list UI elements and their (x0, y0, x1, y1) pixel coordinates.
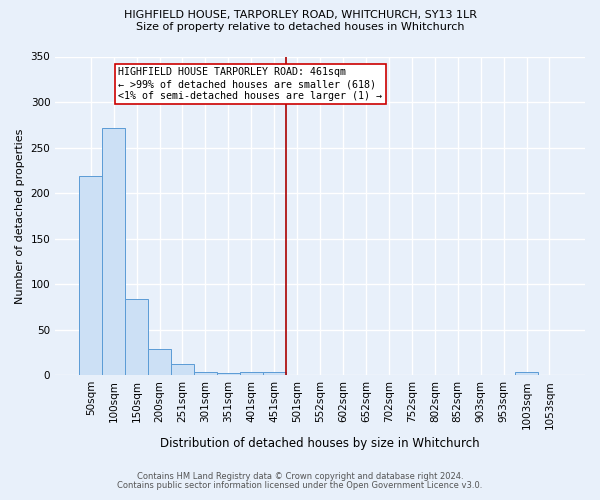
Text: Contains HM Land Registry data © Crown copyright and database right 2024.: Contains HM Land Registry data © Crown c… (137, 472, 463, 481)
Bar (240, 372, 263, 375)
Text: HIGHFIELD HOUSE, TARPORLEY ROAD, WHITCHURCH, SY13 1LR: HIGHFIELD HOUSE, TARPORLEY ROAD, WHITCHU… (124, 10, 476, 20)
Bar (515, 372, 538, 375)
Bar (171, 364, 194, 375)
Y-axis label: Number of detached properties: Number of detached properties (15, 128, 25, 304)
Bar (148, 349, 171, 375)
Bar (194, 372, 217, 375)
Bar (125, 298, 148, 375)
Bar (217, 374, 240, 375)
Bar (263, 372, 286, 375)
X-axis label: Distribution of detached houses by size in Whitchurch: Distribution of detached houses by size … (160, 437, 480, 450)
Text: Contains public sector information licensed under the Open Government Licence v3: Contains public sector information licen… (118, 481, 482, 490)
Bar (79, 176, 102, 375)
Bar (102, 128, 125, 375)
Text: Size of property relative to detached houses in Whitchurch: Size of property relative to detached ho… (136, 22, 464, 32)
Text: HIGHFIELD HOUSE TARPORLEY ROAD: 461sqm
← >99% of detached houses are smaller (61: HIGHFIELD HOUSE TARPORLEY ROAD: 461sqm ←… (118, 68, 382, 100)
